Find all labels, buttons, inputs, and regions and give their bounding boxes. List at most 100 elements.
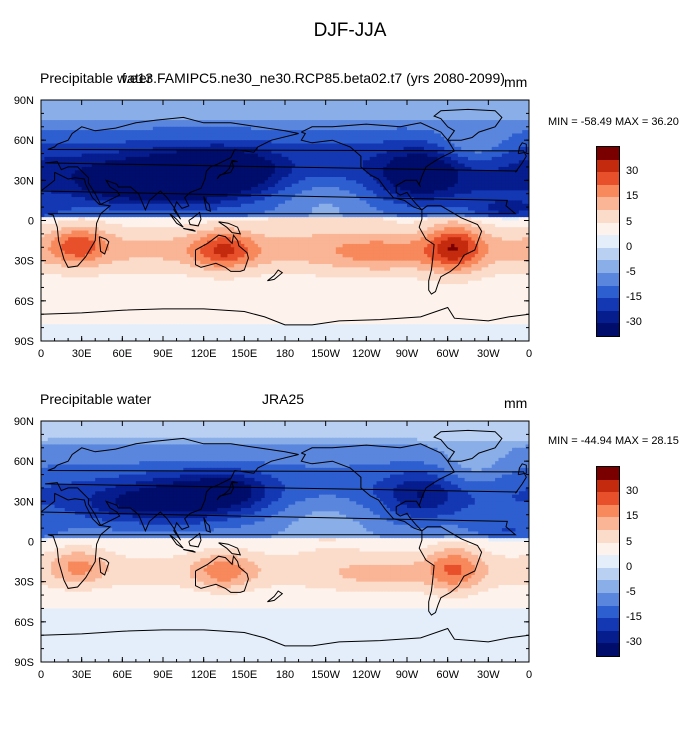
field-cell — [244, 173, 249, 178]
field-cell — [305, 143, 310, 148]
field-cell — [176, 123, 181, 128]
field-cell — [118, 156, 123, 161]
field-cell — [217, 187, 222, 191]
field-cell — [447, 210, 452, 215]
field-cell — [122, 136, 127, 141]
field-cell — [301, 193, 306, 198]
field-cell — [251, 153, 256, 158]
field-cell — [335, 106, 340, 111]
field-cell — [268, 197, 273, 202]
field-cell — [234, 183, 239, 188]
field-cell — [57, 146, 62, 151]
field-cell — [508, 123, 513, 128]
field-cell — [200, 210, 205, 215]
field-cell — [444, 203, 449, 208]
field-cell — [505, 130, 510, 135]
field-cell — [91, 160, 96, 165]
field-cell — [410, 100, 415, 104]
field-cell — [471, 166, 476, 171]
field-cell — [51, 123, 56, 128]
field-cell — [108, 160, 113, 165]
field-cell — [257, 106, 262, 111]
field-cell — [193, 153, 198, 158]
field-cell — [498, 166, 503, 171]
field-cell — [74, 126, 79, 131]
field-cell — [173, 190, 178, 195]
field-cell — [207, 180, 212, 185]
field-cell — [44, 113, 49, 118]
field-cell — [362, 176, 367, 181]
field-cell — [230, 103, 235, 108]
field-cell — [318, 193, 323, 198]
field-cell — [488, 190, 493, 195]
field-cell — [105, 183, 110, 188]
field-cell — [373, 183, 378, 188]
field-cell — [244, 100, 249, 104]
field-cell — [227, 187, 232, 191]
field-cell — [376, 106, 381, 111]
field-cell — [318, 106, 323, 111]
field-cell — [525, 156, 529, 161]
field-cell — [362, 197, 367, 202]
field-cell — [71, 207, 76, 212]
field-cell — [196, 197, 201, 202]
field-cell — [339, 173, 344, 178]
field-cell — [251, 163, 256, 168]
field-cell — [207, 160, 212, 165]
field-cell — [281, 156, 286, 161]
field-cell — [315, 100, 320, 104]
field-cell — [430, 140, 435, 145]
field-cell — [495, 116, 500, 121]
field-cell — [51, 133, 56, 138]
field-cell — [234, 210, 239, 215]
field-cell — [413, 110, 418, 114]
field-cell — [64, 143, 69, 148]
field-cell — [379, 110, 384, 114]
field-cell — [525, 180, 529, 185]
field-cell — [57, 213, 62, 218]
field-cell — [146, 116, 151, 121]
field-cell — [491, 120, 496, 125]
field-cell — [359, 173, 364, 178]
field-cell — [264, 156, 269, 161]
field-cell — [210, 136, 215, 141]
field-cell — [47, 103, 52, 108]
field-cell — [166, 143, 171, 148]
field-cell — [271, 173, 276, 178]
field-cell — [234, 170, 239, 175]
field-cell — [454, 166, 459, 171]
field-cell — [515, 200, 520, 205]
field-cell — [356, 106, 361, 111]
field-cell — [423, 210, 428, 215]
field-cell — [190, 103, 195, 108]
field-cell — [88, 123, 93, 128]
field-cell — [237, 103, 242, 108]
field-cell — [217, 210, 222, 215]
field-cell — [278, 116, 283, 121]
field-cell — [132, 193, 137, 198]
field-cell — [437, 150, 442, 155]
field-cell — [47, 200, 52, 205]
field-cell — [64, 113, 69, 118]
field-cell — [179, 180, 184, 185]
field-cell — [427, 210, 432, 215]
field-cell — [512, 207, 517, 212]
field-cell — [108, 116, 113, 121]
field-cell — [68, 200, 73, 205]
field-cell — [220, 126, 225, 131]
field-cell — [220, 140, 225, 145]
field-cell — [234, 187, 239, 191]
field-cell — [142, 193, 147, 198]
field-cell — [274, 110, 279, 114]
field-cell — [508, 116, 513, 121]
field-cell — [274, 210, 279, 215]
field-cell — [298, 200, 303, 205]
field-cell — [454, 143, 459, 148]
field-cell — [447, 146, 452, 151]
field-cell — [122, 113, 127, 118]
field-cell — [335, 180, 340, 185]
field-cell — [407, 183, 411, 188]
field-cell — [525, 110, 529, 114]
field-cell — [301, 143, 306, 148]
field-cell — [285, 176, 289, 181]
